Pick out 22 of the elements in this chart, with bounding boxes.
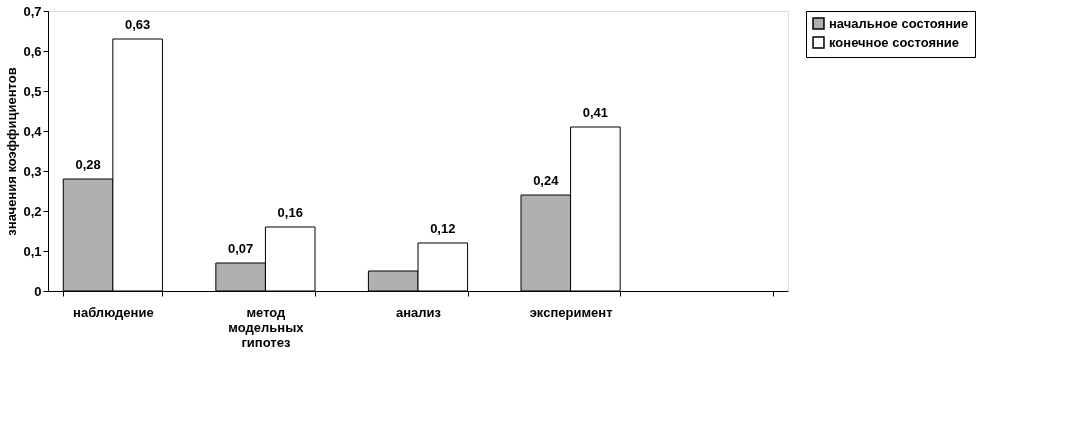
data-label: 0,16 xyxy=(277,205,303,220)
y-tick-label: 0,6 xyxy=(23,43,42,59)
data-label: 0,07 xyxy=(227,241,254,256)
y-tick-label: 0,1 xyxy=(23,243,42,259)
x-tick-label: анализ xyxy=(395,304,442,320)
data-label: 0,63 xyxy=(124,17,151,32)
data-label: 0,41 xyxy=(582,105,609,120)
legend-label: конечное состояние xyxy=(829,34,960,50)
data-label: 0,28 xyxy=(75,157,101,172)
y-tick-label: 0 xyxy=(34,283,42,299)
y-axis-title: значения коэффициентов xyxy=(4,67,20,236)
x-tick-label: наблюдение xyxy=(73,304,154,320)
data-label: 0,24 xyxy=(533,173,560,188)
y-tick-label: 0,7 xyxy=(23,3,42,19)
x-tick-label: метод модельных гипотез xyxy=(228,304,305,350)
legend-label: начальное состояние xyxy=(829,15,969,31)
y-tick-label: 0,3 xyxy=(23,163,42,179)
data-label: 0,12 xyxy=(430,221,456,236)
y-tick-label: 0,4 xyxy=(23,123,43,139)
y-tick-label: 0,2 xyxy=(23,203,42,219)
x-tick-label: эксперимент xyxy=(529,304,613,320)
y-tick-label: 0,5 xyxy=(23,83,42,99)
